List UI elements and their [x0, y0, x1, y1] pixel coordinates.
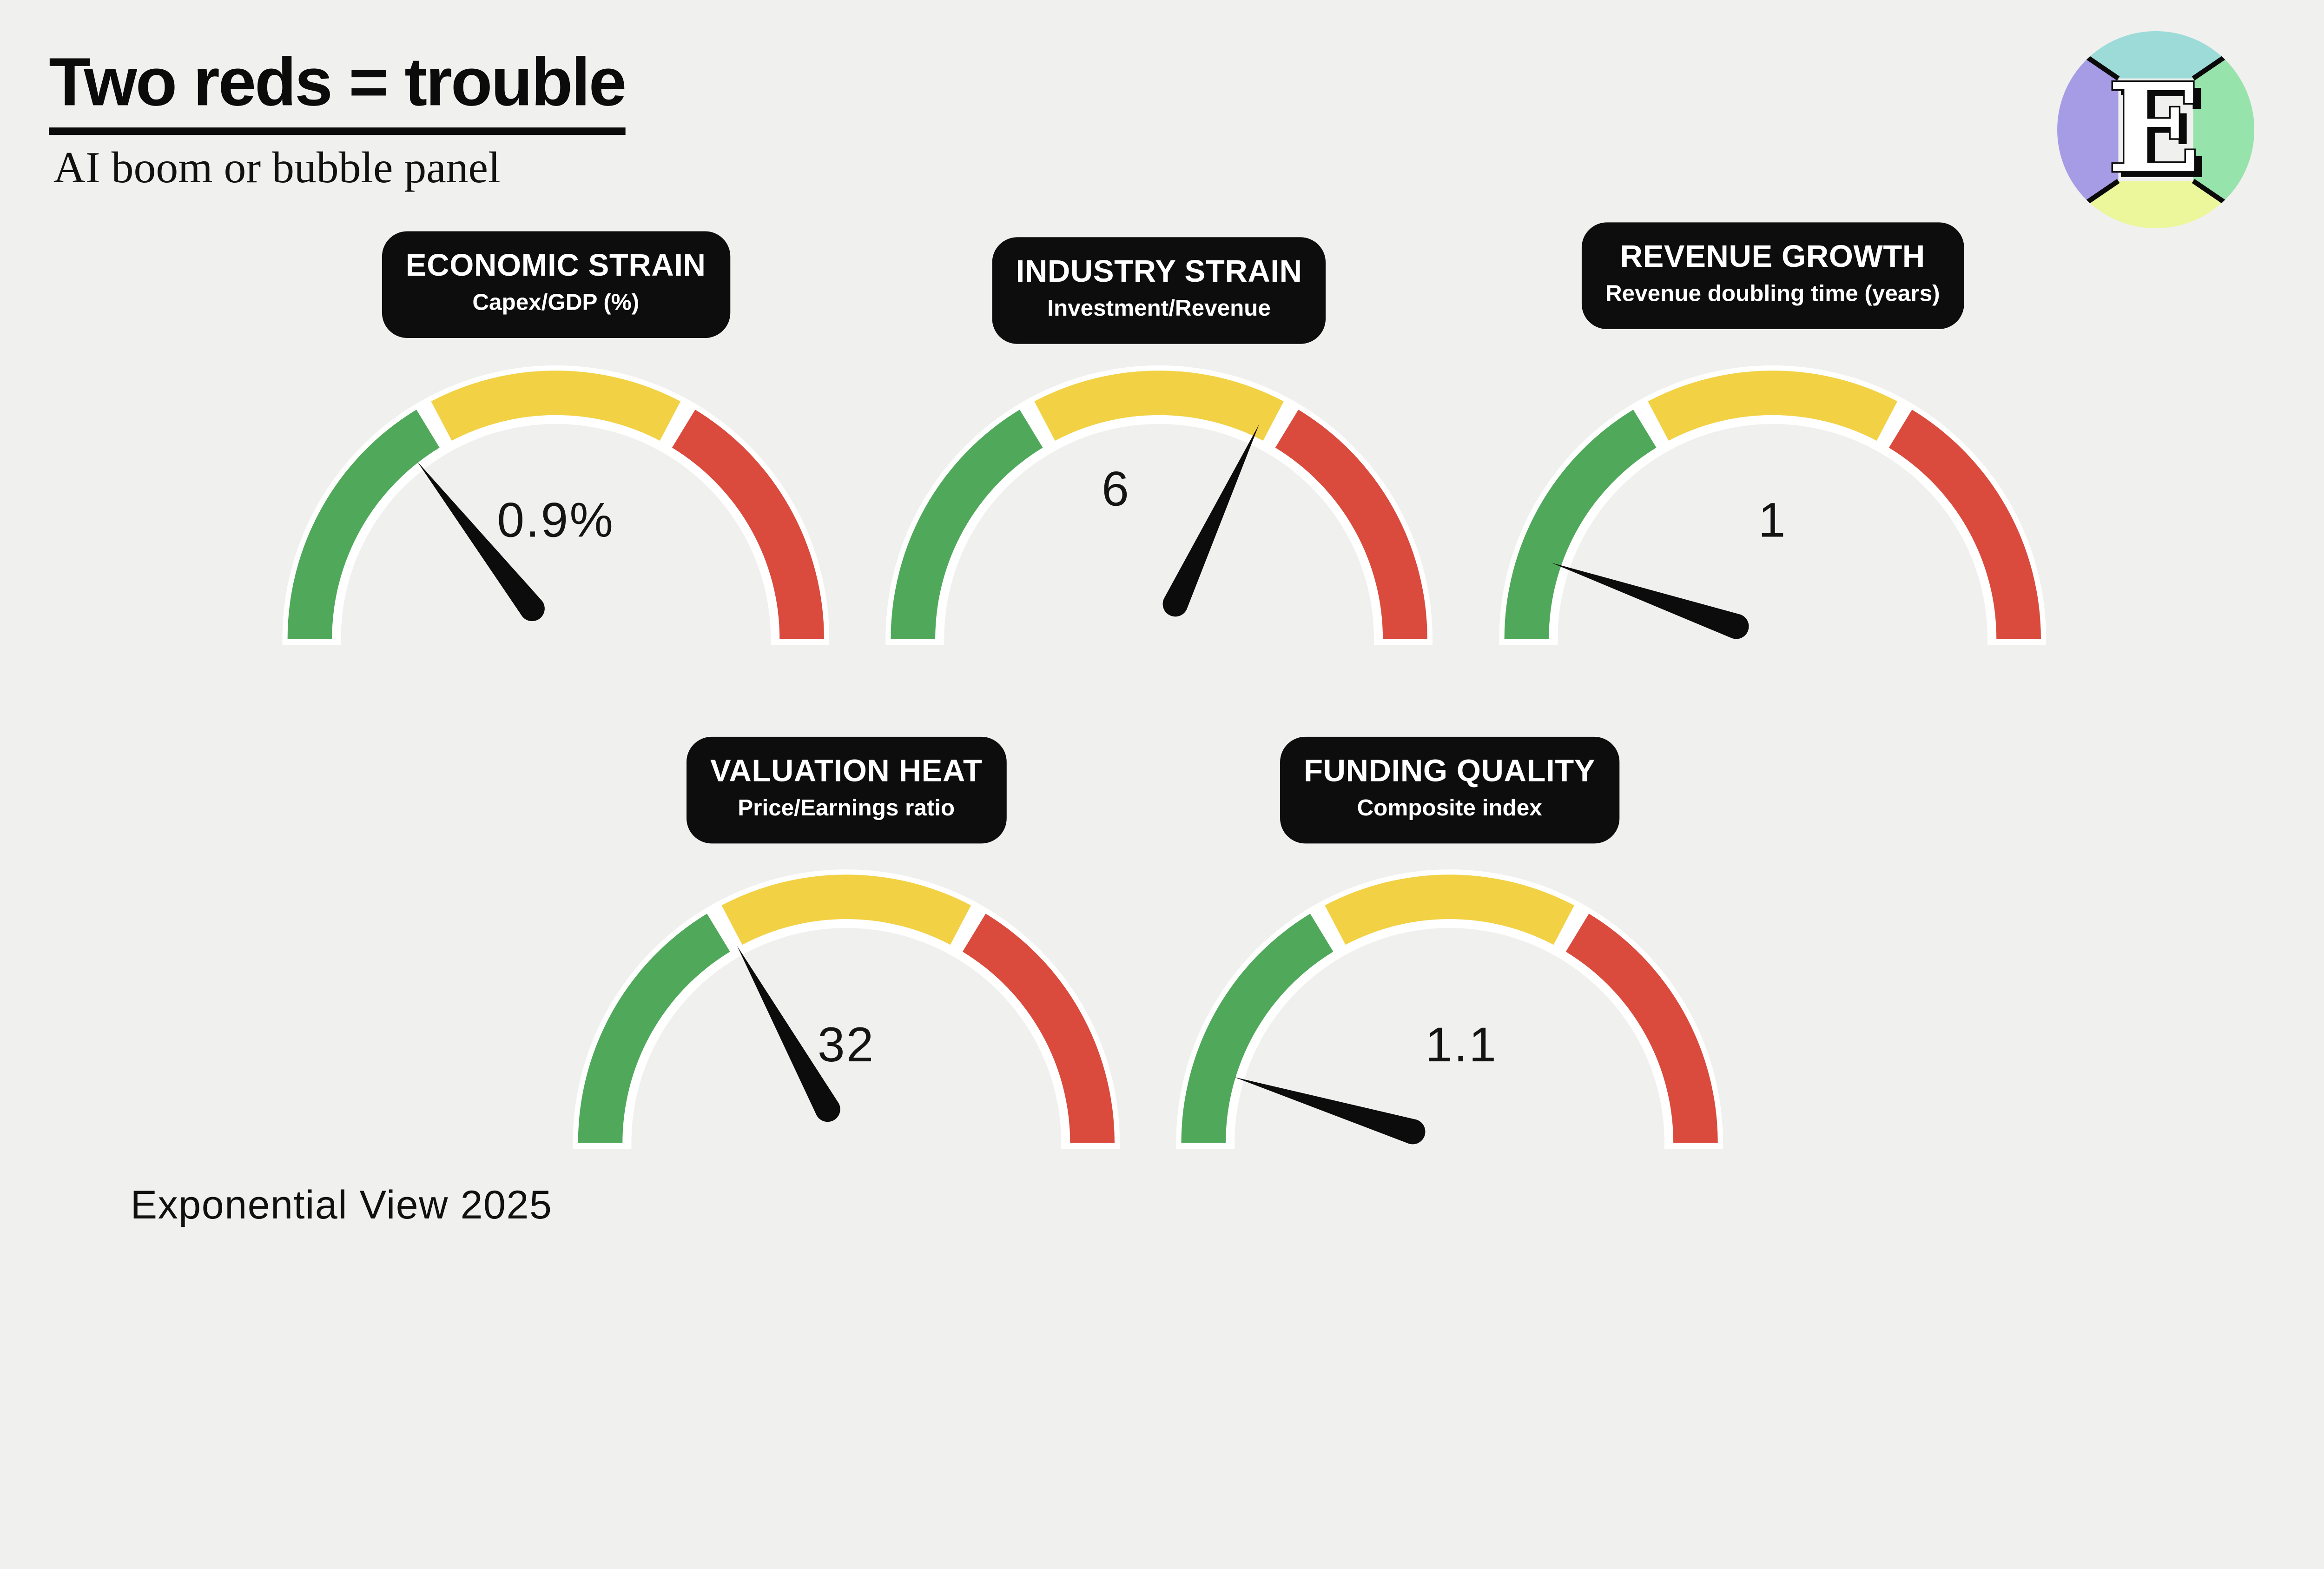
gauge-label-title: VALUATION HEAT [710, 755, 983, 789]
gauge-value-revenue-growth: 1 [1758, 492, 1787, 547]
gauge-zone-danger [672, 410, 824, 639]
gauge-label-funding-quality: FUNDING QUALITY Composite index [1280, 736, 1619, 844]
footer-credit: Exponential View 2025 [130, 1183, 553, 1228]
gauge-revenue-growth [1499, 365, 2047, 645]
logo-quadrant-left [2057, 31, 2119, 229]
gauge-value-funding-quality: 1.1 [1425, 1017, 1498, 1072]
gauge-zone-safe [578, 914, 730, 1143]
gauge-label-title: REVENUE GROWTH [1620, 240, 1925, 274]
gauge-leg-cap [573, 1143, 632, 1149]
logo-letter-shadow: E [2115, 63, 2208, 206]
gauge-needle-economic-strain [417, 461, 545, 622]
gauge-zone-warning [1648, 371, 1898, 441]
page-title: Two reds = trouble [49, 44, 627, 134]
gauge-zone-safe [287, 410, 440, 639]
gauge-leg-cap [1061, 1143, 1120, 1149]
gauge-leg-cap [771, 639, 830, 645]
gauge-leg-cap [1987, 639, 2047, 645]
gauge-needle-industry-strain [1162, 424, 1260, 617]
gauge-zone-safe [1504, 410, 1657, 639]
gauge-zone-danger [1275, 410, 1427, 639]
gauge-zone-warning [431, 371, 681, 441]
gauge-leg-cap [1664, 1143, 1723, 1149]
gauge-label-subtitle: Price/Earnings ratio [738, 796, 955, 822]
gauge-value-economic-strain: 0.9% [497, 492, 615, 547]
gauge-needle-revenue-growth [1551, 563, 1749, 639]
gauge-zone-warning [1325, 874, 1574, 945]
gauge-zone-warning [721, 874, 971, 945]
gauge-zone-safe [891, 410, 1043, 639]
gauge-label-valuation-heat: VALUATION HEAT Price/Earnings ratio [687, 736, 1006, 844]
gauge-value-valuation-heat: 32 [818, 1017, 875, 1072]
gauge-needle-funding-quality [1234, 1077, 1426, 1145]
logo-quadrant-right [2193, 31, 2255, 229]
gauge-leg-cap [1499, 639, 1558, 645]
gauge-label-economic-strain: ECONOMIC STRAIN Capex/GDP (%) [382, 231, 730, 338]
gauge-label-title: FUNDING QUALITY [1304, 755, 1596, 789]
gauge-label-subtitle: Capex/GDP (%) [472, 291, 640, 316]
gauge-leg-cap [885, 639, 944, 645]
gauge-zone-warning [1034, 371, 1284, 441]
exponential-view-logo: E E [2057, 31, 2255, 229]
gauge-leg-cap [282, 639, 341, 645]
gauge-zone-danger [962, 914, 1115, 1143]
gauge-label-industry-strain: INDUSTRY STRAIN Investment/Revenue [992, 237, 1326, 344]
gauge-zone-danger [1888, 410, 2041, 639]
gauge-label-title: ECONOMIC STRAIN [405, 249, 706, 284]
gauge-leg-cap [1373, 639, 1433, 645]
page-subtitle: AI boom or bubble panel [53, 144, 501, 193]
gauge-industry-strain [885, 365, 1433, 645]
gauge-label-subtitle: Investment/Revenue [1047, 297, 1271, 322]
gauge-needle-valuation-heat [737, 946, 840, 1122]
gauge-label-revenue-growth: REVENUE GROWTH Revenue doubling time (yea… [1581, 222, 1964, 330]
gauge-value-industry-strain: 6 [1102, 461, 1131, 516]
gauge-valuation-heat [573, 869, 1120, 1149]
logo-letter: E [2107, 57, 2200, 200]
gauge-label-title: INDUSTRY STRAIN [1016, 255, 1302, 289]
gauge-label-subtitle: Revenue doubling time (years) [1605, 282, 1940, 307]
infographic-canvas: Two reds = trouble AI boom or bubble pan… [49, 31, 2255, 1228]
gauge-zone-safe [1181, 914, 1334, 1143]
gauge-funding-quality [1176, 869, 1723, 1149]
gauge-leg-cap [1176, 1143, 1235, 1149]
gauge-zone-danger [1565, 914, 1718, 1143]
gauge-economic-strain [282, 365, 830, 645]
gauge-label-subtitle: Composite index [1357, 796, 1542, 822]
